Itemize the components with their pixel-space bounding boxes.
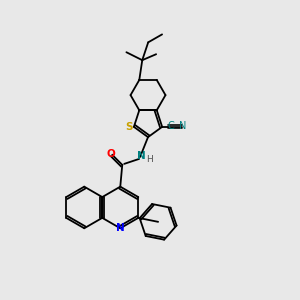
Text: C: C — [168, 121, 174, 131]
Text: N: N — [137, 151, 146, 161]
Text: N: N — [116, 223, 125, 233]
Text: H: H — [147, 155, 153, 164]
Text: O: O — [107, 149, 116, 159]
Text: N: N — [179, 121, 187, 131]
Text: S: S — [125, 122, 133, 132]
